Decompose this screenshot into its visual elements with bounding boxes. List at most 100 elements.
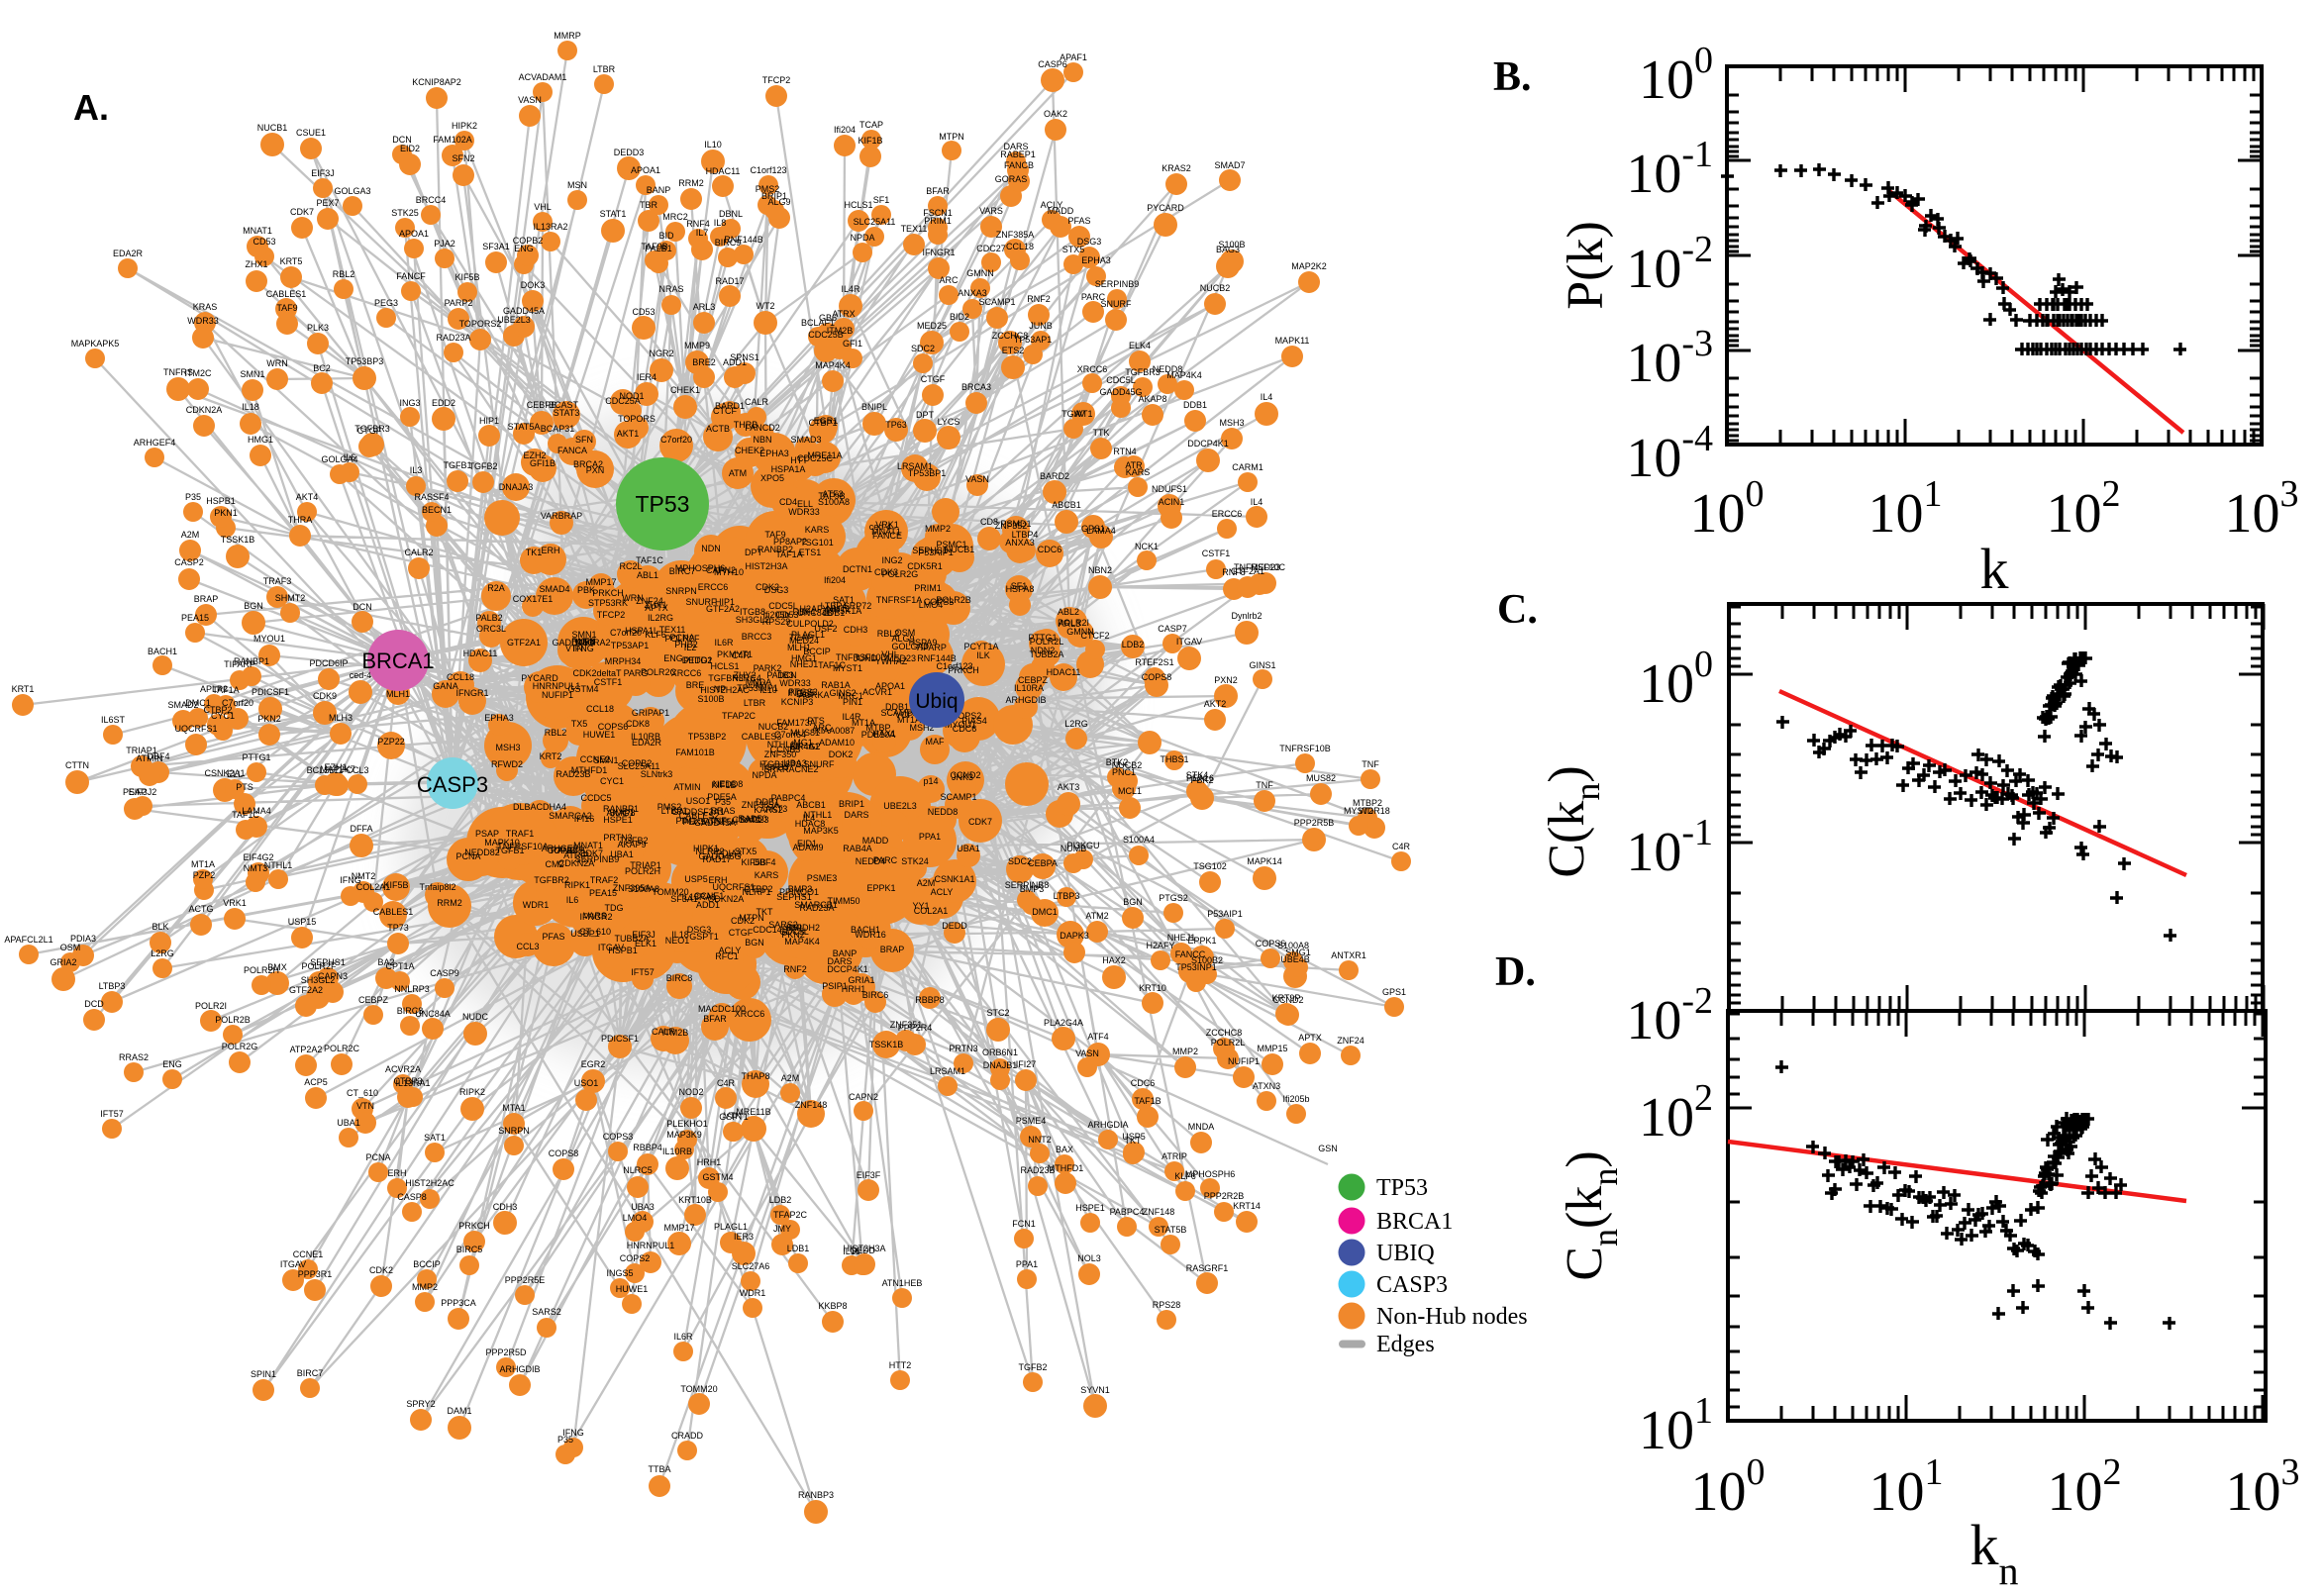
svg-text:SERPINB9: SERPINB9 [1095,279,1140,289]
svg-text:SDC2: SDC2 [911,344,935,353]
svg-text:GRIPAP1: GRIPAP1 [632,708,669,718]
svg-text:PTTG1: PTTG1 [683,655,712,665]
svg-text:PARC: PARC [1081,292,1106,302]
svg-text:CYC1: CYC1 [211,711,235,721]
svg-text:MUS82: MUS82 [1306,773,1336,783]
svg-text:PDCD6IP: PDCD6IP [309,658,348,668]
svg-text:PIN1: PIN1 [843,697,862,707]
svg-text:DAPK3: DAPK3 [1060,931,1089,941]
svg-text:CABLES3: CABLES3 [742,732,782,742]
svg-text:RBBP4: RBBP4 [633,1143,662,1152]
svg-text:EZH2: EZH2 [523,450,546,460]
svg-text:MNAT1: MNAT1 [871,527,901,537]
svg-text:PP8AP2: PP8AP2 [773,537,807,547]
svg-text:OEDD: OEDD [850,1246,876,1255]
svg-text:TGFB2: TGFB2 [1018,1362,1047,1372]
svg-text:SMAD3: SMAD3 [790,435,821,445]
svg-text:COPS8: COPS8 [549,1148,579,1158]
svg-text:PNC1: PNC1 [1112,767,1136,777]
svg-text:KRAS: KRAS [193,302,218,312]
svg-text:DCN: DCN [353,602,372,612]
svg-text:A2M: A2M [917,878,936,888]
svg-text:RASGRF1: RASGRF1 [1186,1263,1229,1273]
svg-text:NTHL1: NTHL1 [264,860,293,870]
svg-text:PKN1: PKN1 [214,508,238,518]
svg-text:PA1B3: PA1B3 [766,670,793,680]
svg-text:NPDA: NPDA [850,233,874,243]
svg-text:NLRC5: NLRC5 [623,1165,653,1175]
svg-text:SCAMP1: SCAMP1 [880,708,917,718]
svg-text:ADD1: ADD1 [696,900,720,910]
svg-text:ATP2A2: ATP2A2 [290,1045,323,1054]
svg-text:ABCB1: ABCB1 [796,800,826,810]
svg-text:FANCF: FANCF [396,271,426,281]
svg-text:JNK3: JNK3 [952,772,973,782]
svg-text:S100B: S100B [1218,240,1245,249]
svg-text:IL6ST: IL6ST [101,715,126,725]
svg-text:MNDA: MNDA [1188,1122,1215,1132]
svg-text:BGN: BGN [1123,897,1143,907]
svg-text:DARS: DARS [827,956,852,966]
svg-text:RRAS2: RRAS2 [119,1052,149,1062]
svg-text:DCN: DCN [777,670,797,680]
svg-text:PLK3: PLK3 [307,323,329,333]
svg-text:S100A8: S100A8 [818,497,850,507]
svg-text:CABLES2: CABLES2 [679,811,720,821]
svg-text:MTPN: MTPN [739,913,764,923]
svg-text:SCAMP1: SCAMP1 [978,297,1015,307]
svg-text:CDC6: CDC6 [1038,545,1062,554]
svg-text:MMP17: MMP17 [663,1223,694,1233]
svg-text:KLF6: KLF6 [1174,1171,1196,1181]
svg-text:SNURF: SNURF [1101,299,1133,309]
svg-text:ZNF24: ZNF24 [636,596,663,606]
svg-text:RANBP1: RANBP1 [603,804,639,814]
svg-text:GADD45A: GADD45A [694,818,736,828]
svg-text:IFNGR2: IFNGR2 [579,912,612,922]
svg-text:BFAR: BFAR [926,186,950,196]
svg-text:ATN1HEB: ATN1HEB [882,1278,923,1288]
svg-text:IL6R: IL6R [714,638,734,648]
svg-text:SPIN1: SPIN1 [251,1369,276,1379]
svg-text:RRAS: RRAS [710,806,735,816]
svg-text:KRT10: KRT10 [1139,983,1166,993]
svg-text:POLR2H: POLR2H [625,866,660,876]
svg-text:C7orf20: C7orf20 [660,435,692,445]
svg-text:EIF3J: EIF3J [311,168,335,178]
svg-text:S100A4: S100A4 [1123,835,1155,845]
svg-text:IL6: IL6 [344,452,356,462]
svg-text:FAM102A: FAM102A [433,135,472,145]
svg-text:BARD2: BARD2 [1040,471,1069,481]
svg-text:Ifi205b: Ifi205b [1282,1094,1309,1104]
svg-text:MYST1: MYST1 [833,663,862,673]
svg-text:INGS5: INGS5 [606,1268,633,1278]
svg-text:STAT1: STAT1 [600,209,627,219]
svg-text:DEDD3: DEDD3 [614,148,645,157]
svg-text:KARS2: KARS2 [754,805,783,815]
svg-text:BCAST: BCAST [549,400,579,410]
svg-text:BRE: BRE [686,680,705,690]
svg-text:DDCP4K1: DDCP4K1 [1187,439,1229,449]
svg-text:C1orf123: C1orf123 [732,815,768,825]
svg-text:PRKCH: PRKCH [458,1221,490,1231]
svg-text:CDH3: CDH3 [844,625,868,635]
svg-text:LYCS: LYCS [938,417,960,427]
svg-text:ARHGDIB: ARHGDIB [499,1364,540,1374]
svg-text:OSM: OSM [60,943,81,952]
svg-text:TBR: TBR [640,200,658,210]
svg-text:DPT: DPT [916,410,935,420]
svg-text:ced-4: ced-4 [869,522,892,532]
svg-text:POLR2L: POLR2L [1030,637,1064,647]
svg-text:BIRC5: BIRC5 [456,1245,483,1254]
svg-text:IFT57: IFT57 [631,967,655,977]
svg-text:NBN2: NBN2 [1088,565,1112,575]
svg-text:MMP15: MMP15 [1257,1044,1287,1053]
svg-text:MSH3: MSH3 [495,743,520,752]
svg-text:MED23: MED23 [1251,562,1280,572]
svg-text:KKBP8: KKBP8 [818,1301,847,1311]
svg-text:ITGAV: ITGAV [280,1259,306,1269]
svg-text:TGFB2: TGFB2 [468,461,497,471]
svg-text:ARHGDIA: ARHGDIA [1087,1120,1128,1130]
svg-text:USF2: USF2 [814,624,837,634]
svg-text:DEDD2: DEDD2 [682,655,713,665]
svg-text:PBK2: PBK2 [1190,775,1213,785]
